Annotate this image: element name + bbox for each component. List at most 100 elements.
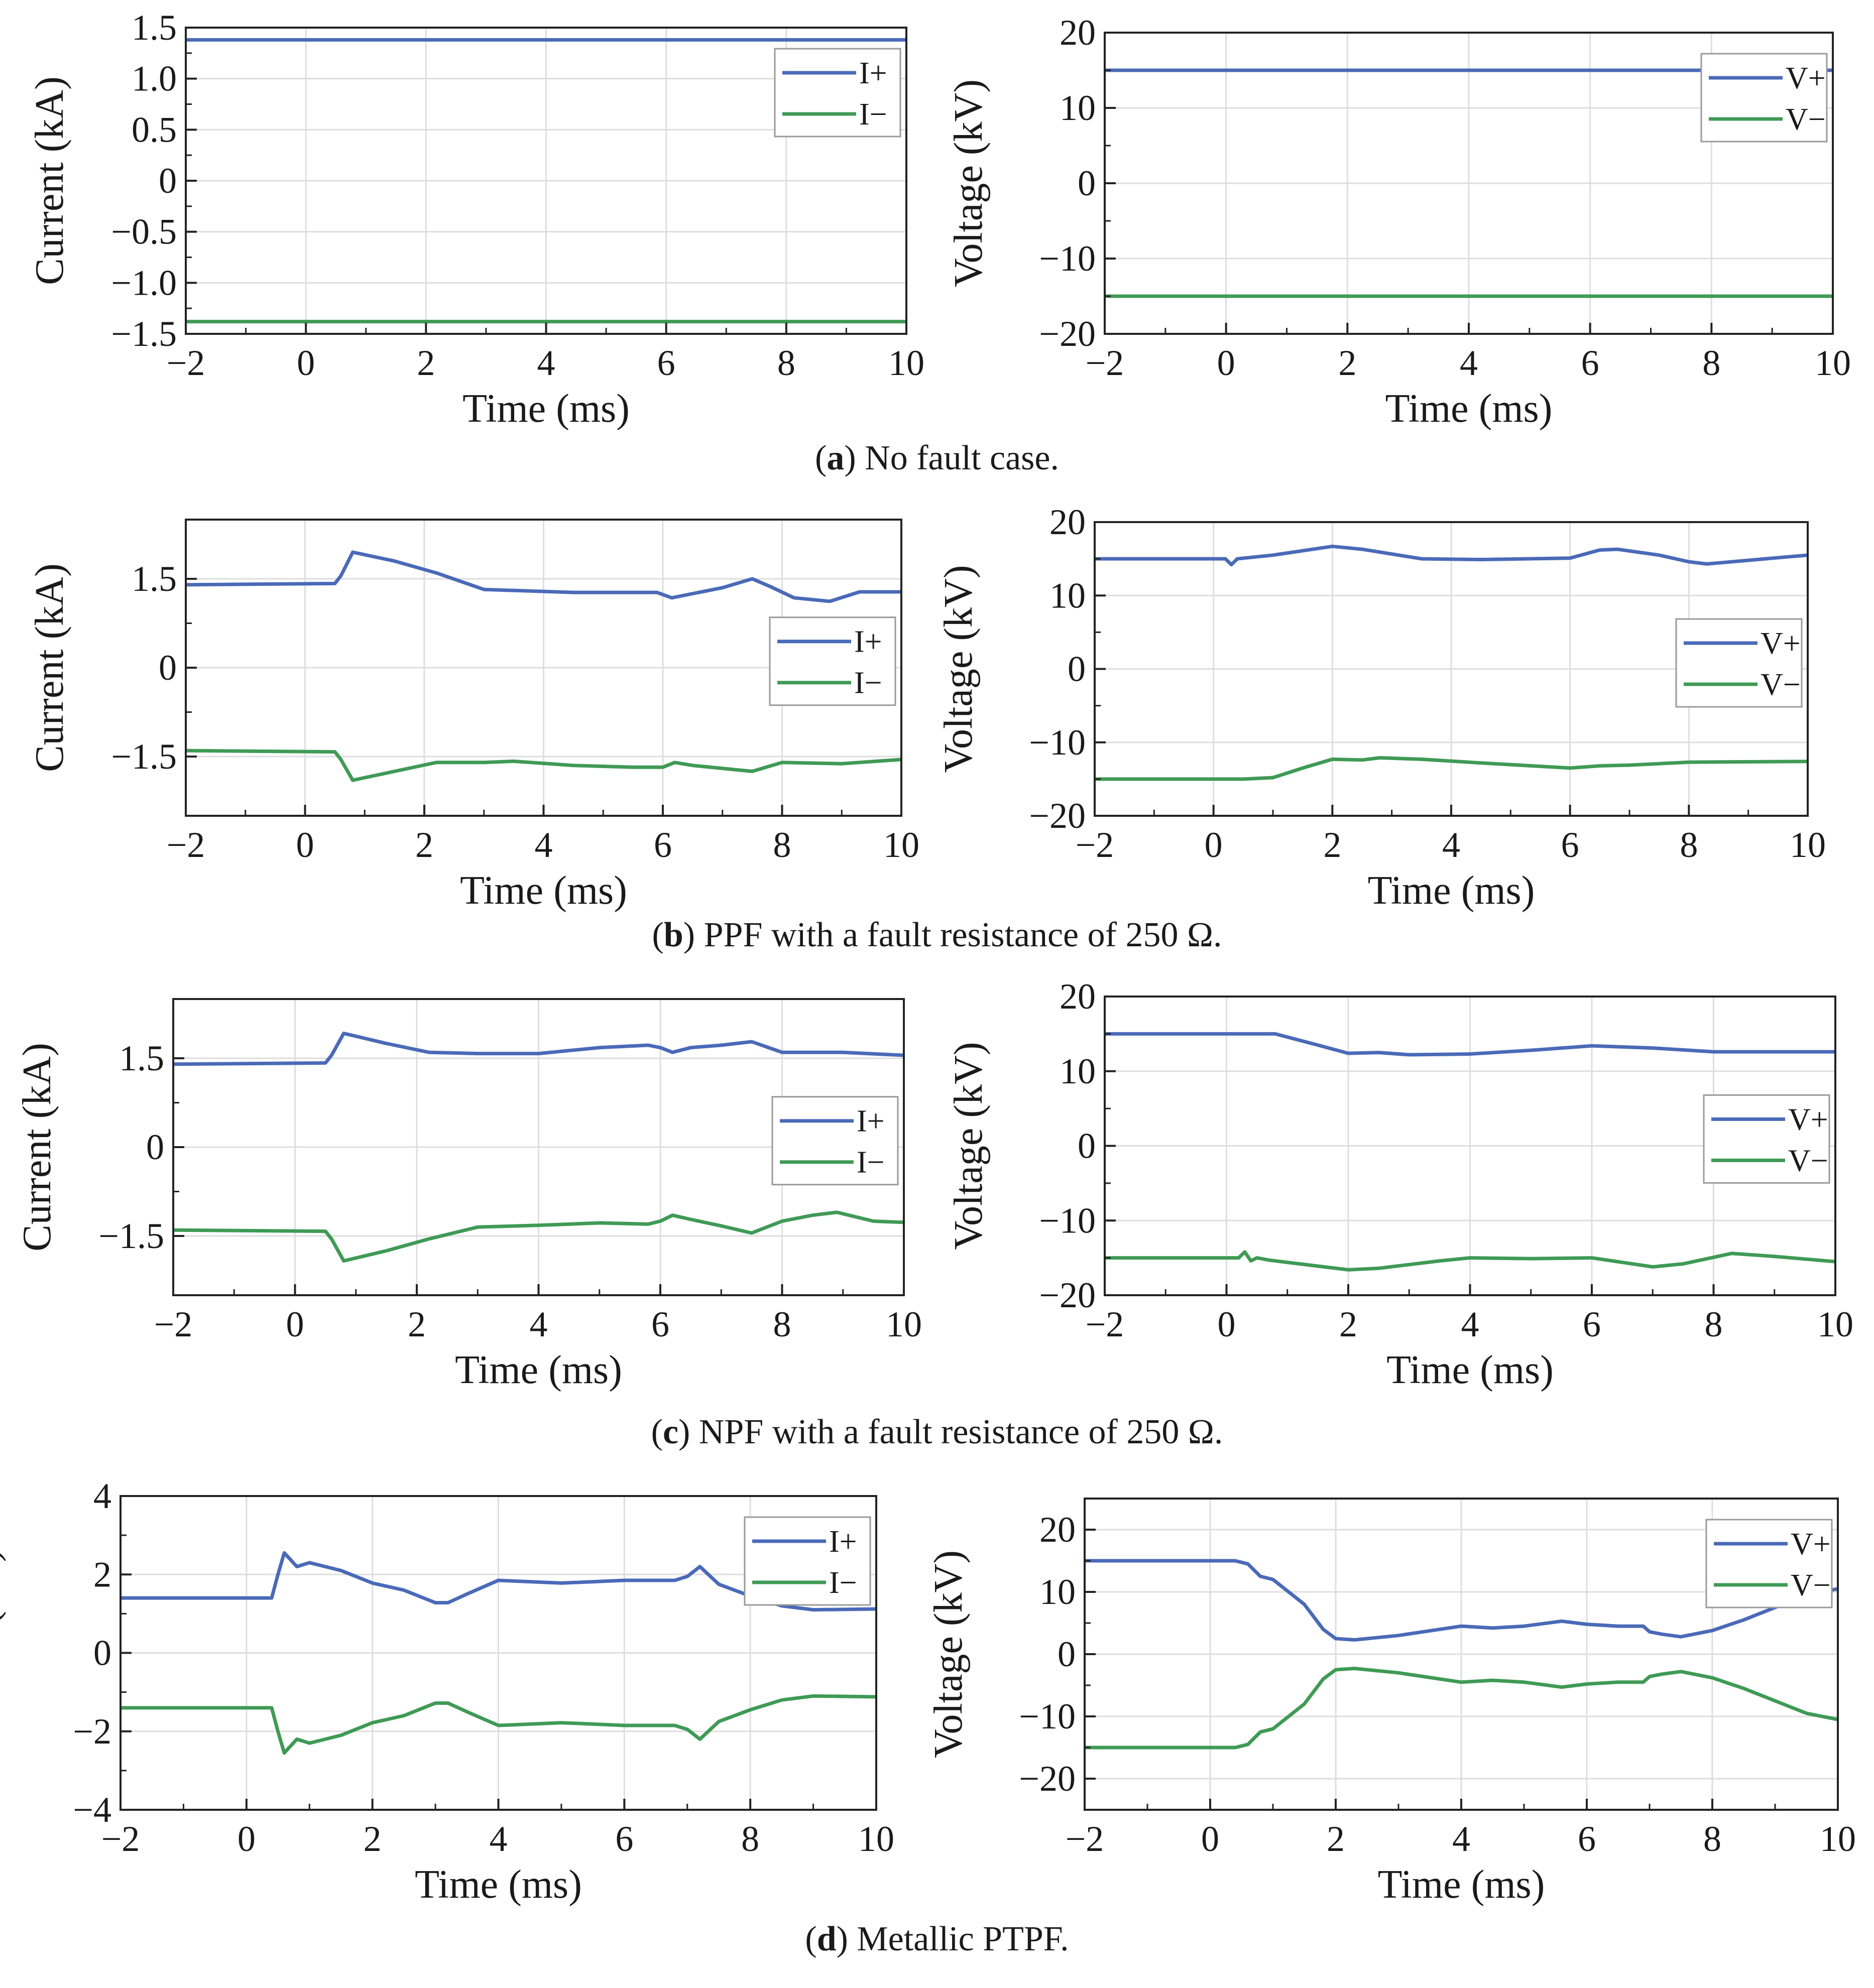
y-tick-label: 10 xyxy=(1060,1051,1096,1091)
caption-letter: d xyxy=(817,1920,837,1958)
legend: I+ I− xyxy=(771,1096,899,1186)
series-line-negative xyxy=(173,1210,904,1263)
x-tick-label: 4 xyxy=(1452,1819,1470,1859)
x-tick-label: 6 xyxy=(1583,1304,1601,1344)
legend-label: I+ xyxy=(854,625,882,659)
legend-label: V− xyxy=(1791,1568,1831,1602)
legend-label: I+ xyxy=(829,1525,857,1559)
x-tick-label: −2 xyxy=(154,1304,193,1344)
legend-label: V+ xyxy=(1786,61,1826,95)
y-tick-label: −20 xyxy=(1039,314,1096,354)
legend: V+ V− xyxy=(1675,618,1803,708)
y-tick-label: −10 xyxy=(1029,722,1086,763)
y-axis-title: Current (kA) xyxy=(0,1549,7,1757)
caption-open-paren: ( xyxy=(652,916,664,954)
x-tick-label: 6 xyxy=(1578,1819,1596,1859)
x-tick-label: 4 xyxy=(1460,343,1478,383)
series-line-positive xyxy=(186,550,901,603)
x-tick-label: 2 xyxy=(415,825,433,865)
y-tick-label: 1.5 xyxy=(132,559,177,599)
x-tick-label: 0 xyxy=(286,1304,304,1344)
x-tick-label: 2 xyxy=(1338,343,1356,383)
y-tick-label: 4 xyxy=(93,1476,111,1516)
y-tick-label: −2 xyxy=(73,1711,111,1752)
legend-label: V+ xyxy=(1761,627,1801,661)
x-tick-label: −2 xyxy=(101,1819,140,1859)
x-tick-label: 2 xyxy=(364,1819,382,1859)
legend-label: I− xyxy=(857,1146,885,1180)
caption-b: (b) PPF with a fault resistance of 250 Ω… xyxy=(652,916,1222,954)
x-tick-label: 10 xyxy=(1820,1819,1856,1859)
y-axis-title: Current (kA) xyxy=(15,1043,59,1251)
x-tick-label: 10 xyxy=(1790,825,1826,865)
x-tick-label: 4 xyxy=(1442,825,1460,865)
x-tick-label: 0 xyxy=(1218,1304,1236,1344)
y-tick-label: −4 xyxy=(73,1790,111,1830)
legend-label: I+ xyxy=(857,1104,885,1139)
caption-open-paren: ( xyxy=(815,439,827,477)
series-line-positive xyxy=(173,1031,904,1066)
x-tick-label: 4 xyxy=(1461,1304,1479,1344)
series-line-negative xyxy=(121,1694,876,1755)
caption-text: ) Metallic PTPF. xyxy=(837,1920,1069,1958)
legend-label: V− xyxy=(1786,102,1826,137)
y-axis-title: Voltage (kV) xyxy=(926,1550,971,1758)
x-tick-label: 8 xyxy=(1680,825,1698,865)
y-tick-label: 0.5 xyxy=(132,109,177,150)
legend-box xyxy=(774,48,901,138)
x-tick-label: 6 xyxy=(651,1304,669,1344)
x-axis-title: Time (ms) xyxy=(1378,1862,1545,1907)
x-tick-label: 0 xyxy=(238,1819,256,1859)
x-tick-label: 8 xyxy=(1705,1304,1723,1344)
x-tick-label: 10 xyxy=(1817,1304,1853,1344)
caption-text: ) PPF with a fault resistance of 250 Ω. xyxy=(683,916,1222,954)
legend: V+ V− xyxy=(1700,53,1828,143)
x-tick-label: −2 xyxy=(1086,1304,1124,1344)
x-tick-label: 6 xyxy=(1561,825,1579,865)
x-tick-label: 8 xyxy=(773,825,791,865)
x-tick-label: 8 xyxy=(1702,343,1720,383)
x-axis-title: Time (ms) xyxy=(1385,387,1553,431)
legend-box xyxy=(744,1516,871,1606)
legend-box xyxy=(1675,618,1803,708)
legend-label: I+ xyxy=(859,56,887,90)
legend: I+ I− xyxy=(774,48,901,138)
x-tick-label: 4 xyxy=(490,1819,508,1859)
chart-b-current: −2 0 2 4 6 8 10 −1.5 0 1.5 Time (ms) Current (kA) I+… xyxy=(28,519,919,913)
y-tick-label: 0 xyxy=(1078,163,1096,203)
x-tick-label: −2 xyxy=(1086,343,1124,383)
caption-d: (d) Metallic PTPF. xyxy=(805,1920,1069,1958)
legend-label: V− xyxy=(1788,1144,1828,1178)
legend: V+ V− xyxy=(1703,1094,1830,1184)
y-tick-label: −1.0 xyxy=(111,263,177,303)
x-tick-label: 10 xyxy=(886,1304,922,1344)
x-axis-title: Time (ms) xyxy=(415,1862,582,1907)
x-tick-label: 4 xyxy=(535,825,553,865)
chart-a-current: −2 0 2 4 6 8 10 −1.5 −1.0 −0.5 0 0.5 1.0 1.5 Time (ms)… xyxy=(28,8,924,431)
y-tick-label: −10 xyxy=(1019,1696,1076,1736)
series-line-negative xyxy=(1085,1667,1838,1750)
x-tick-label: 10 xyxy=(1815,343,1851,383)
caption-letter: c xyxy=(663,1413,678,1451)
y-tick-label: 0 xyxy=(1058,1634,1076,1674)
y-tick-label: 10 xyxy=(1039,1572,1076,1612)
y-tick-label: 20 xyxy=(1060,976,1096,1017)
y-tick-label: 20 xyxy=(1039,1510,1076,1550)
caption-text: ) No fault case. xyxy=(844,439,1059,477)
series-line-positive xyxy=(121,1551,876,1612)
caption-letter: b xyxy=(664,916,683,954)
y-tick-label: 10 xyxy=(1049,575,1086,615)
series-line-negative xyxy=(1105,1250,1835,1272)
legend-label: I− xyxy=(854,666,882,700)
x-tick-label: 2 xyxy=(1323,825,1341,865)
x-tick-label: 8 xyxy=(773,1304,791,1344)
legend-box xyxy=(1705,1519,1833,1608)
x-axis-title: Time (ms) xyxy=(460,868,627,913)
x-axis-title: Time (ms) xyxy=(1386,1348,1554,1392)
x-tick-label: 6 xyxy=(657,343,675,383)
legend: V+ V− xyxy=(1705,1519,1833,1608)
legend-box xyxy=(769,616,896,706)
x-tick-label: 6 xyxy=(615,1819,633,1859)
